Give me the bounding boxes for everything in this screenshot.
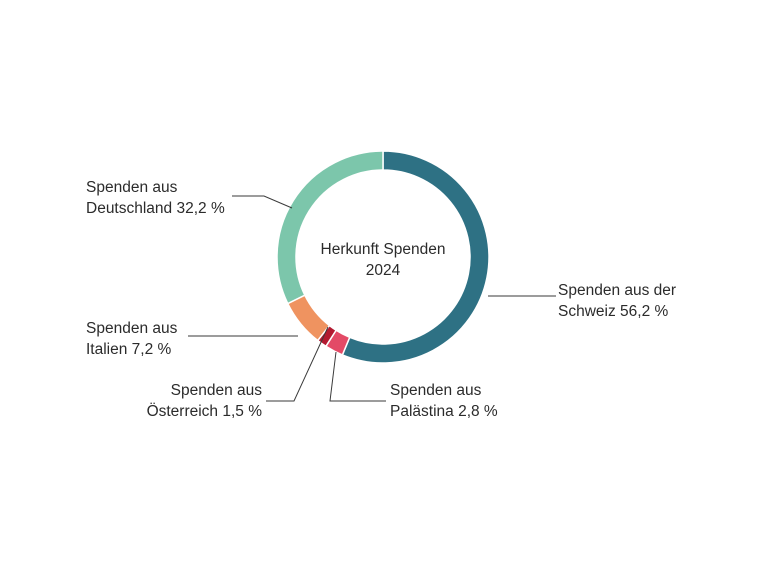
slice-label-line: Spenden aus <box>171 382 263 399</box>
donut-slices <box>276 150 490 364</box>
slice-label-line: Österreich 1,5 % <box>147 402 263 420</box>
slice-label-deutschland: Spenden aus Deutschland 32,2 % <box>86 179 225 217</box>
slice-deutschland <box>276 150 384 305</box>
slice-label-line: Schweiz 56,2 % <box>558 303 668 320</box>
slice-label-schweiz: Spenden aus der Schweiz 56,2 % <box>558 282 676 320</box>
slice-label-line: Spenden aus <box>86 320 178 337</box>
slice-label-palaestina: Spenden aus Palästina 2,8 % <box>390 382 498 420</box>
slice-label-line: Palästina 2,8 % <box>390 403 498 420</box>
slice-labels: Spenden aus der Schweiz 56,2 %Spenden aus… <box>86 179 676 420</box>
center-title-line-2: 2024 <box>366 262 401 279</box>
slice-label-line: Deutschland 32,2 % <box>86 200 225 217</box>
slice-label-line: Spenden aus der <box>558 282 676 299</box>
slice-label-oesterreich: Spenden aus Österreich 1,5 % <box>147 382 263 420</box>
center-title-line-1: Herkunft Spenden <box>321 241 446 258</box>
leader-line-deutschland <box>232 195 293 209</box>
leader-line-oesterreich <box>266 326 329 402</box>
leader-line-palaestina <box>329 351 386 402</box>
leader-lines <box>188 195 556 402</box>
slice-label-line: Spenden aus <box>86 179 178 196</box>
slice-italien <box>286 294 331 342</box>
slice-label-line: Spenden aus <box>390 382 482 399</box>
slice-label-italien: Spenden aus Italien 7,2 % <box>86 320 178 358</box>
slice-label-line: Italien 7,2 % <box>86 341 172 358</box>
